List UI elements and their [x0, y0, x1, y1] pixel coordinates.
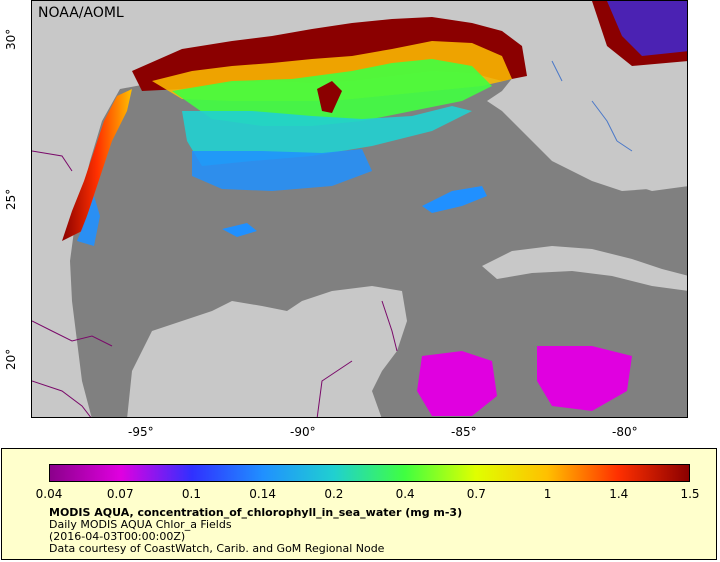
colorbar-tick-label: 0.14 [249, 487, 277, 501]
lat-label-30: 30° [4, 28, 18, 50]
texas-coast-blue [77, 196, 100, 246]
lat-label-20: 20° [4, 348, 18, 370]
atlantic-blue-chl [607, 1, 687, 56]
cuba-land [482, 246, 687, 291]
caribbean-low-chl-1 [417, 351, 497, 416]
florida-land [502, 61, 687, 191]
colorbar-tick-label: 1 [543, 487, 552, 501]
colorbar-tick-label: 0.7 [466, 487, 486, 501]
lon-label-85: -85° [451, 425, 477, 439]
lat-label-25: 25° [4, 188, 18, 210]
caribbean-low-chl-2 [537, 346, 632, 411]
colorbar [49, 464, 690, 482]
map-canvas [32, 1, 687, 417]
colorbar-tick-label: 0.07 [106, 487, 134, 501]
legend-line-2: (2016-04-03T00:00:00Z) [49, 530, 186, 543]
border-line [32, 150, 398, 417]
shelf-blue-chl [192, 149, 372, 191]
colorbar-tick-label: 0.1 [181, 487, 201, 501]
colorbar-tick-label: 1.5 [680, 487, 700, 501]
colorbar-tick-label: 0.2 [324, 487, 344, 501]
river-line [551, 60, 633, 152]
lon-label-95: -95° [128, 425, 154, 439]
lon-label-80: -80° [612, 425, 638, 439]
map-credit: NOAA/AOML [38, 5, 124, 21]
texas-coast-chl [62, 89, 132, 241]
yucatan-land [252, 286, 407, 417]
chlorophyll-map: NOAA/AOML [31, 0, 688, 418]
legend-panel: 0.04 0.07 0.1 0.14 0.2 0.4 0.7 1 1.4 1.5 MODIS AQ… [1, 448, 717, 560]
colorbar-tick-label: 1.4 [609, 487, 629, 501]
legend-line-3: Data courtesy of CoastWatch, Carib. and … [49, 542, 385, 555]
colorbar-tick-label: 0.4 [395, 487, 415, 501]
colorbar-tick-label: 0.04 [35, 487, 63, 501]
mississippi-plume [317, 81, 342, 113]
legend-line-1: Daily MODIS AQUA Chlor_a Fields [49, 518, 232, 531]
west-gulf-patch [222, 223, 257, 237]
lon-label-90: -90° [290, 425, 316, 439]
mid-gulf-patch [422, 186, 487, 213]
legend-title: MODIS AQUA, concentration_of_chlorophyll… [49, 506, 463, 519]
